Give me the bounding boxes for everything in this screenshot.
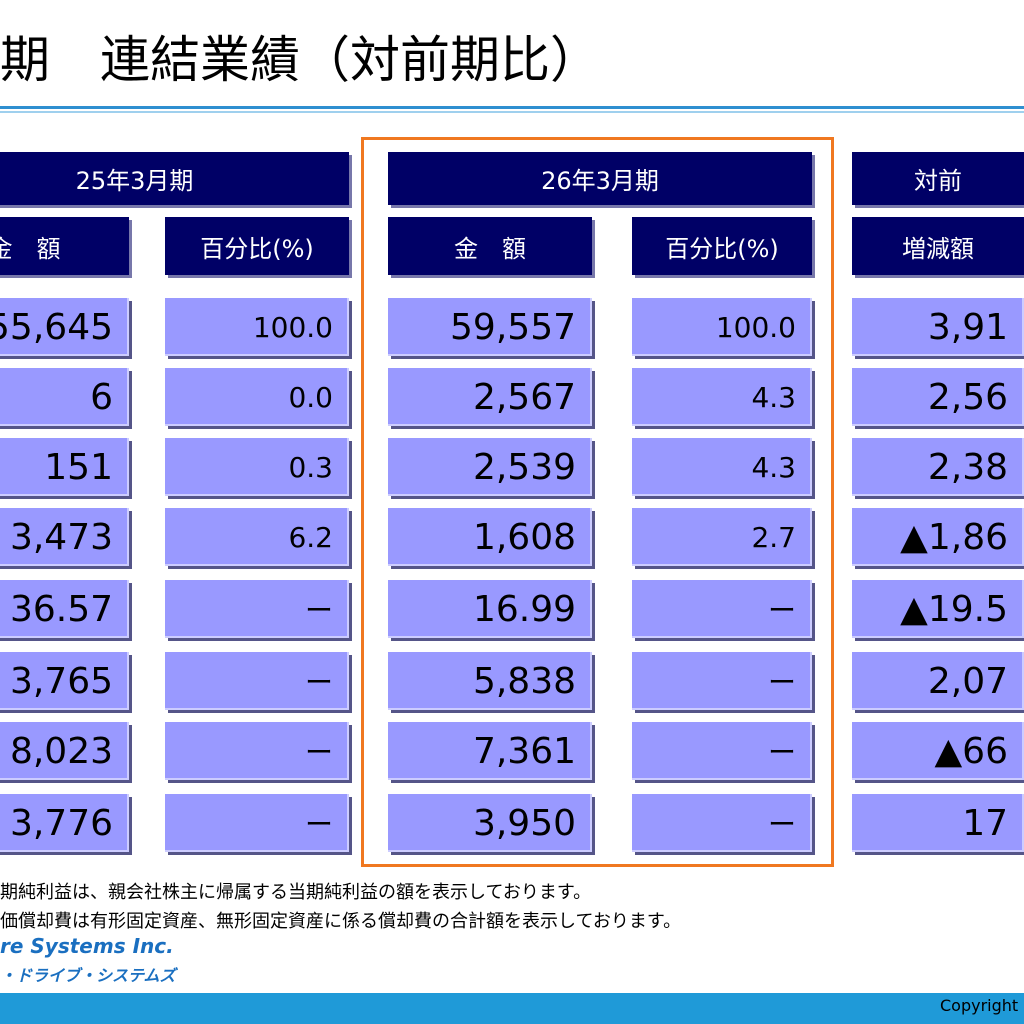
logo-japanese: ・ドライブ・システムズ <box>0 966 176 985</box>
column-header: 百分比(%) <box>632 217 812 275</box>
table-cell: 5,838 <box>388 652 592 710</box>
group-header: 対前 <box>852 152 1024 205</box>
table-cell: ▲66 <box>852 722 1024 780</box>
group-header: 26年3月期 <box>388 152 812 205</box>
table-cell: ▲1,86 <box>852 508 1024 566</box>
table-cell: 151 <box>0 438 129 496</box>
table-cell: 2,567 <box>388 368 592 426</box>
table-cell: 2,38 <box>852 438 1024 496</box>
table-cell: 2,07 <box>852 652 1024 710</box>
table-cell: 3,765 <box>0 652 129 710</box>
table-cell: 7,361 <box>388 722 592 780</box>
table-cell: 8,023 <box>0 722 129 780</box>
table-cell: 3,776 <box>0 794 129 852</box>
table-cell: 6.2 <box>165 508 349 566</box>
table-cell: 4.3 <box>632 368 812 426</box>
logo-english: re Systems Inc. <box>0 934 174 958</box>
table-cell: ▲19.5 <box>852 580 1024 638</box>
table-cell: ー <box>165 652 349 710</box>
table-cell: 1,608 <box>388 508 592 566</box>
table-cell: 16.99 <box>388 580 592 638</box>
table-cell: ー <box>165 580 349 638</box>
column-header: 金 額 <box>0 217 129 275</box>
column-header: 百分比(%) <box>165 217 349 275</box>
table-cell: 0.0 <box>165 368 349 426</box>
table-cell: ー <box>632 580 812 638</box>
table-cell: 100.0 <box>165 298 349 356</box>
highlight-frame <box>361 137 834 867</box>
table-cell: 3,91 <box>852 298 1024 356</box>
table-cell: ー <box>632 794 812 852</box>
table-cell: 2,56 <box>852 368 1024 426</box>
title-rule <box>0 111 1024 113</box>
table-cell: 4.3 <box>632 438 812 496</box>
table-cell: 36.57 <box>0 580 129 638</box>
note: 価償却費は有形固定資産、無形固定資産に係る償却費の合計額を表示しております。 <box>0 911 682 932</box>
title-rule <box>0 106 1024 109</box>
table-cell: 6 <box>0 368 129 426</box>
table-cell: 3,473 <box>0 508 129 566</box>
table-cell: ー <box>632 652 812 710</box>
table-cell: 2,539 <box>388 438 592 496</box>
group-header: 25年3月期 <box>0 152 349 205</box>
column-header: 金 額 <box>388 217 592 275</box>
table-cell: ー <box>165 722 349 780</box>
table-cell: ー <box>632 722 812 780</box>
copyright: Copyright <box>940 996 1019 1015</box>
note: 期純利益は、親会社株主に帰属する当期純利益の額を表示しております。 <box>0 882 592 903</box>
column-header: 増減額 <box>852 217 1024 275</box>
table-cell: 59,557 <box>388 298 592 356</box>
table-cell: 2.7 <box>632 508 812 566</box>
table-cell: 3,950 <box>388 794 592 852</box>
table-cell: 17 <box>852 794 1024 852</box>
table-cell: 100.0 <box>632 298 812 356</box>
footer-bar <box>0 993 1024 1024</box>
table-cell: 0.3 <box>165 438 349 496</box>
notes: 期純利益は、親会社株主に帰属する当期純利益の額を表示しております。 価償却費は有… <box>0 878 681 936</box>
table-cell: 55,645 <box>0 298 129 356</box>
slide-title: 期 連結業績（対前期比） <box>0 31 600 89</box>
table-cell: ー <box>165 794 349 852</box>
